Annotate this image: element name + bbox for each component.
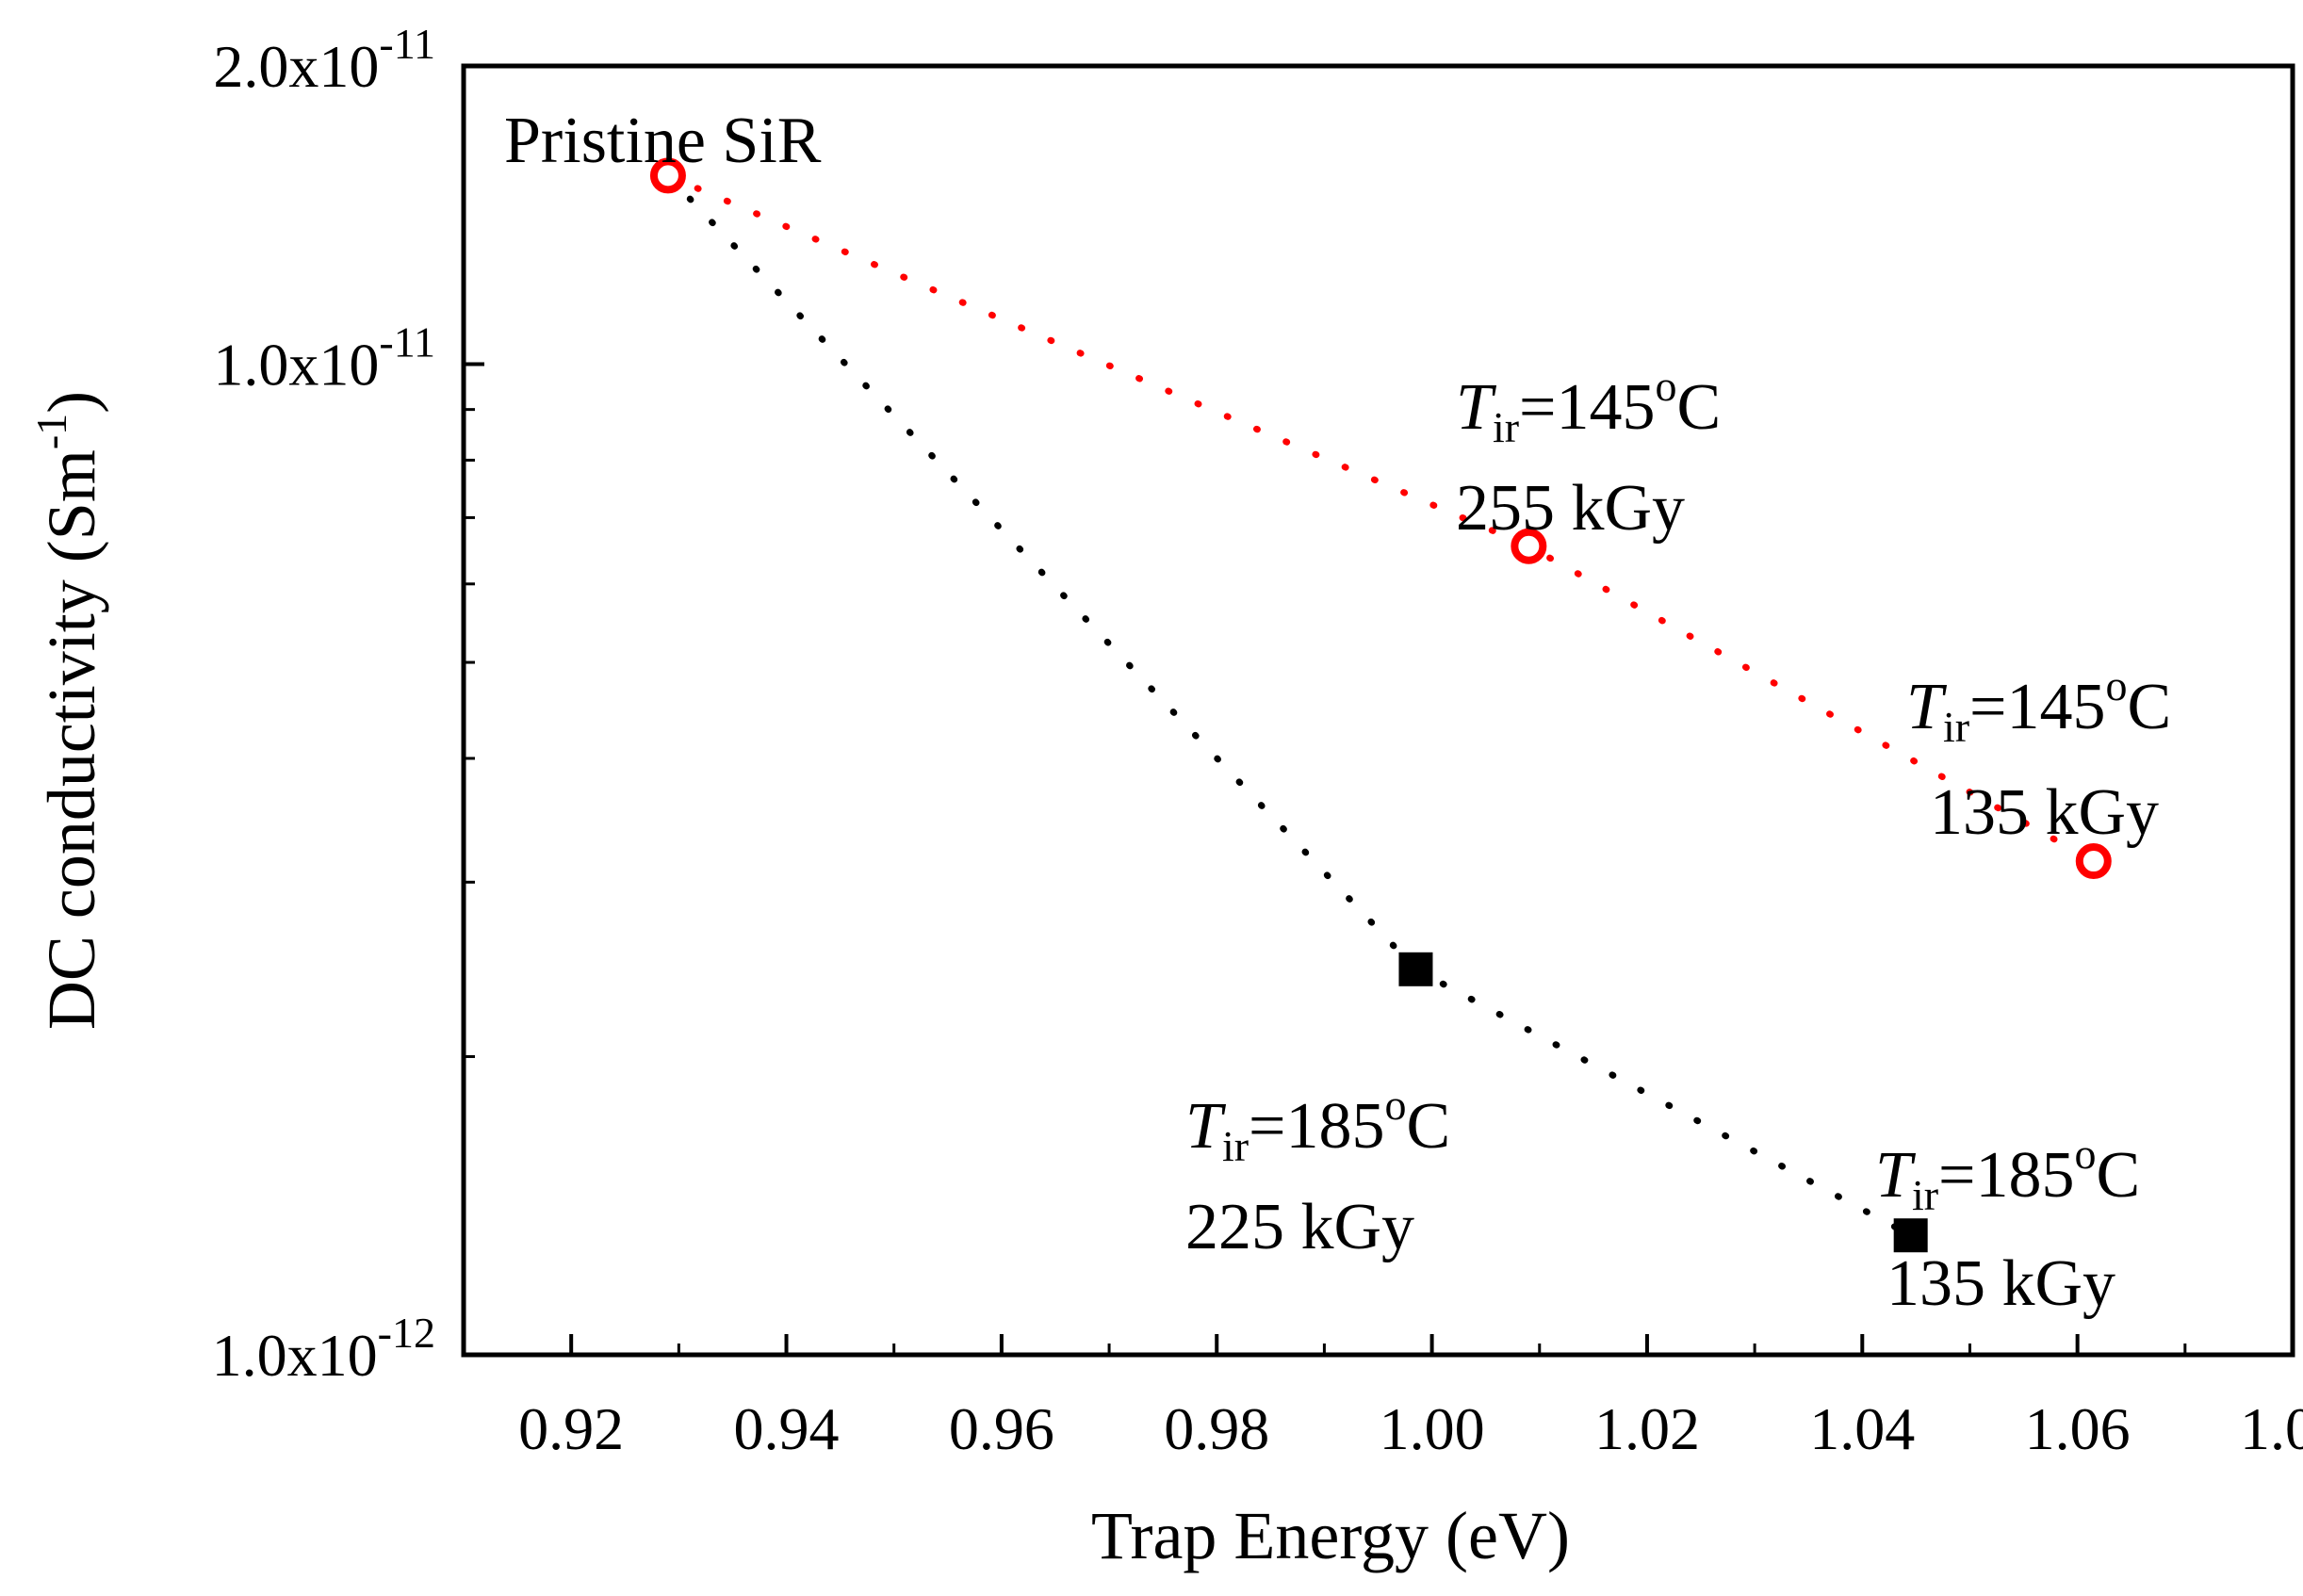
annotation-unit: C [2128,671,2172,743]
annotation-temp-value: =185 [1938,1139,2074,1212]
x-tick-label: 0.94 [734,1395,840,1462]
series-1-point [1511,528,1547,564]
x-tick-label: 1.08 [2240,1395,2303,1462]
annotation-subscript: ir [1943,703,1969,751]
annotation-subscript: ir [1493,403,1519,451]
annotation-145-255-temp: Tir=145oC [1456,362,1721,451]
y-tick-mantissa: 1.0x10 [213,332,379,399]
x-tick-label: 0.96 [949,1395,1054,1462]
x-tick-label: 1.06 [2025,1395,2131,1462]
annotation-145-135-temp: Tir=145oC [1906,661,2171,751]
annotation-145-255-dose: 255 kGy [1456,472,1685,545]
annotation-185-135-dose: 135 kGy [1886,1247,2115,1320]
annotation-temp-value: =185 [1249,1090,1384,1163]
x-axis-title: Trap Energy (eV) [1091,1498,1570,1573]
x-tick-label: 1.02 [1594,1395,1700,1462]
y-tick-mantissa: 1.0x10 [212,1322,378,1389]
series-1-point [2075,843,2112,880]
annotation-degree: o [2106,661,2128,709]
x-tick-label: 1.00 [1380,1395,1485,1462]
axis-ticks [464,64,2295,1357]
annotation-unit: C [2097,1139,2141,1212]
annotation-t-symbol: T [1456,371,1497,444]
y-axis-title-close: ) [34,391,109,414]
series-markers [649,157,2112,1253]
y-tick-exponent: -11 [379,318,435,366]
annotation-unit: C [1677,371,1722,444]
y-tick-exponent: -11 [379,20,435,68]
annotation-145-135-dose: 135 kGy [1930,776,2159,849]
x-tick-label: 1.04 [1809,1395,1915,1462]
annotation-t-symbol: T [1875,1139,1917,1212]
annotation-subscript: ir [1222,1122,1249,1170]
series-2-line [664,171,1915,1239]
y-axis-title-main: DC conductivity (Sm [34,449,109,1030]
annotation-subscript: ir [1912,1171,1938,1219]
annotation-degree: o [2075,1130,2097,1178]
y-axis-title: DC conductivity (Sm-1) [27,391,109,1030]
y-tick-exponent: -12 [378,1309,435,1357]
series-2-point [1893,1218,1928,1253]
annotation-t-symbol: T [1906,671,1948,743]
x-tick-label: 0.98 [1164,1395,1269,1462]
annotation-degree: o [1656,362,1677,410]
plot-frame [461,63,2295,1358]
series-1-line [664,171,2098,865]
annotation-temp-value: =145 [1969,671,2105,743]
annotation-185-225-temp: Tir=185oC [1185,1081,1450,1170]
annotation-unit: C [1407,1090,1451,1163]
y-tick-label: 1.0x10-11 [213,318,435,399]
axis-tick-labels: 0.92 0.94 0.96 0.98 1.00 1.02 1.04 1.06 1.08 2.0x… [212,20,2303,1462]
series-2-point [1398,952,1433,986]
annotation-pristine: Pristine SiR [504,105,822,177]
y-tick-label: 1.0x10-12 [212,1309,435,1389]
annotation-185-135-temp: Tir=185oC [1875,1130,2140,1219]
series-1-point [649,157,686,194]
annotation-185-225-dose: 225 kGy [1185,1191,1414,1263]
y-axis-title-exponent: -1 [27,414,75,449]
x-tick-label: 0.92 [518,1395,624,1462]
annotation-degree: o [1385,1081,1407,1129]
annotation-temp-value: =145 [1519,371,1655,444]
y-tick-label: 2.0x10-11 [213,20,435,100]
y-tick-mantissa: 2.0x10 [213,33,379,100]
series-lines [664,171,2098,1239]
annotation-t-symbol: T [1185,1090,1227,1163]
